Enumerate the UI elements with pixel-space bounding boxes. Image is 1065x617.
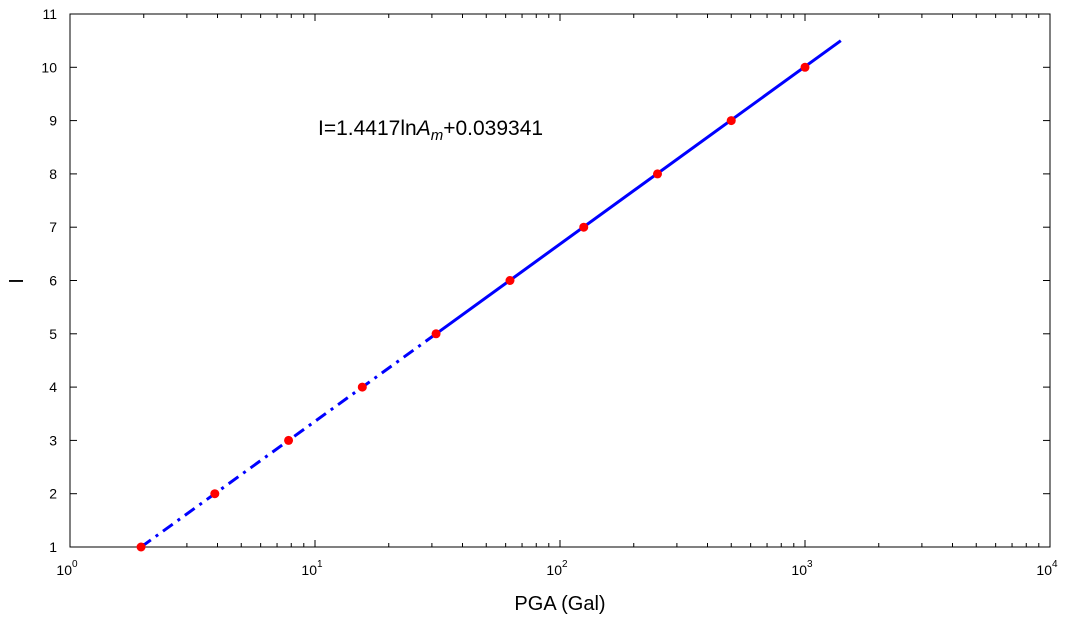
x-tick-exponent: 4 [1052,559,1058,570]
equation-suffix: +0.039341 [443,117,543,140]
y-tick-label: 5 [49,326,57,342]
x-tick-exponent: 0 [72,559,78,570]
y-tick-labels: 1 2 3 4 5 6 7 8 9 10 11 [41,6,57,555]
y-tick-label: 8 [49,166,57,182]
data-point [652,169,662,179]
x-tick-label: 102 [546,559,568,578]
y-tick-label: 6 [49,273,57,289]
data-point [357,382,367,392]
x-tick-base: 10 [1036,562,1052,578]
x-axis-label: PGA (Gal) [514,593,605,615]
y-tick-label: 3 [49,432,57,448]
y-tick-label: 1 [49,539,57,555]
x-tick-base: 10 [791,562,807,578]
x-tick-label: 100 [56,559,78,578]
data-point [431,329,441,339]
x-tick-label: 103 [791,559,813,578]
y-tick-label: 4 [49,379,57,395]
equation-prefix: I=1.4417ln [318,117,417,140]
data-point [726,116,736,126]
fit-line-solid [435,39,842,336]
data-point [136,542,146,552]
y-tick-label: 9 [49,113,57,129]
y-tick-label: 10 [41,59,57,75]
x-tick-exponent: 2 [562,559,568,570]
x-tick-labels: 100 101 102 103 104 [56,559,1058,578]
x-tick-base: 10 [56,562,72,578]
equation-variable: A [415,117,431,140]
x-tick-exponent: 1 [317,559,323,570]
y-axis-label: I [6,278,28,284]
data-point [284,435,294,445]
data-point [800,62,810,72]
data-point [505,276,515,285]
y-tick-label: 7 [49,219,57,235]
plot-frame [69,13,1051,548]
x-tick-label: 104 [1036,559,1058,578]
x-tick-exponent: 3 [807,559,813,570]
x-tick-base: 10 [546,562,562,578]
x-tick-label: 101 [301,559,323,578]
data-point [579,222,589,232]
axis-ticks [69,13,1051,548]
equation-annotation: I=1.4417lnAm+0.039341 [318,117,543,144]
data-point [210,489,220,499]
x-tick-base: 10 [301,562,317,578]
y-tick-label: 2 [49,486,57,502]
equation-subscript: m [431,127,444,144]
data-points [136,62,810,552]
y-tick-label: 11 [42,6,57,22]
